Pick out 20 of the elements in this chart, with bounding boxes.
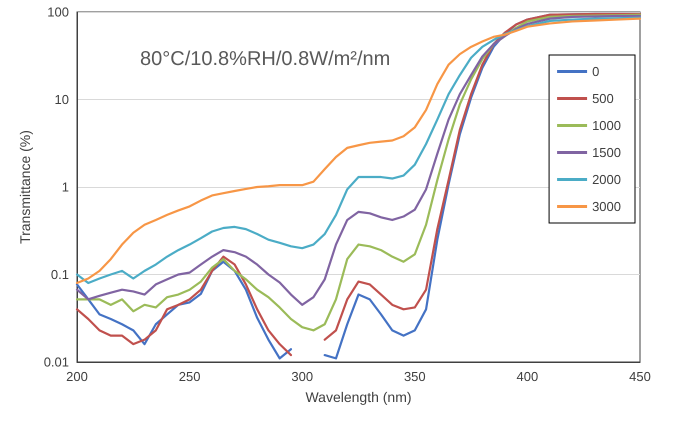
y-tick-label: 100 <box>47 4 69 20</box>
y-axis-title: Transmittance (%) <box>17 130 33 244</box>
legend-label: 2000 <box>592 172 621 187</box>
y-tick-label: 0.1 <box>50 267 69 282</box>
legend-label: 500 <box>592 91 614 106</box>
x-tick-label: 250 <box>178 369 200 384</box>
x-tick-label: 300 <box>291 369 314 384</box>
legend-label: 1500 <box>592 145 621 160</box>
x-tick-label: 450 <box>629 369 651 384</box>
x-tick-label: 400 <box>516 369 538 384</box>
y-tick-label: 0.01 <box>44 354 69 370</box>
x-tick-label: 200 <box>66 369 88 384</box>
y-tick-label: 10 <box>54 92 69 107</box>
x-tick-label: 350 <box>404 369 426 384</box>
legend-label: 1000 <box>592 118 621 133</box>
x-axis-title: Wavelength (nm) <box>305 389 412 405</box>
text: 80°C/10.8%RH/0.8W/m²/nm <box>140 48 390 70</box>
legend-label: 0 <box>592 64 600 79</box>
legend-label: 3000 <box>592 199 621 214</box>
y-tick-label: 1 <box>62 180 69 194</box>
